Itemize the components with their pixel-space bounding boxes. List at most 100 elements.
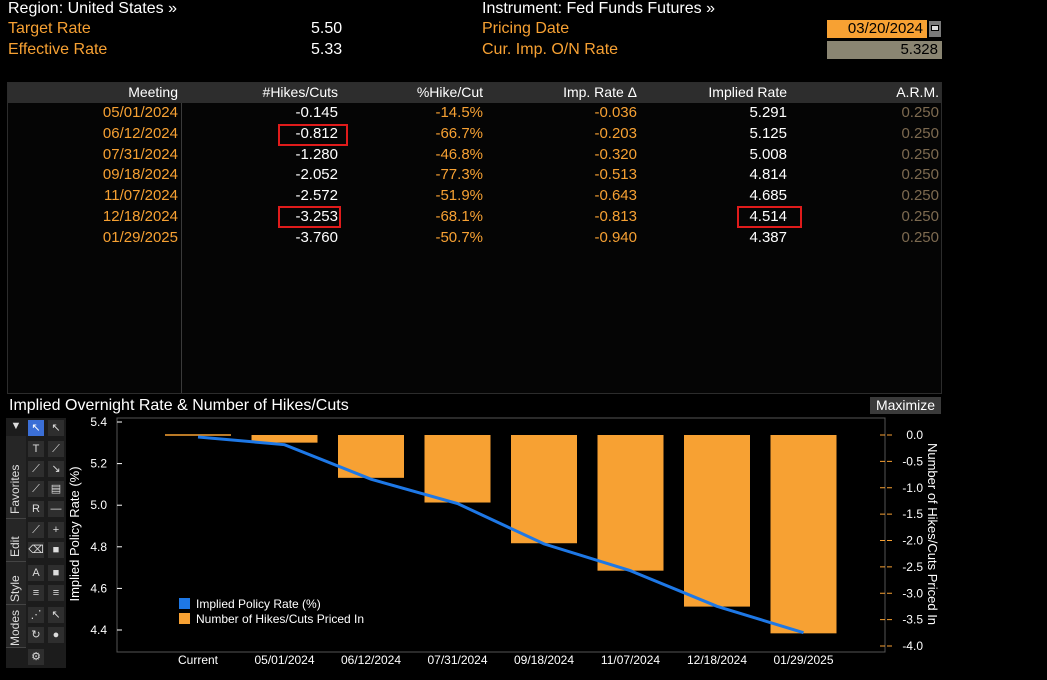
table-cell-implied: 5.125 [749,124,787,142]
bar [424,435,491,503]
table-cell-arm: 0.250 [901,104,939,121]
implied-rate-line [197,435,804,635]
left-tick-label: 4.8 [90,540,107,554]
col-imp-rate-delta[interactable]: Imp. Rate Δ [563,84,637,100]
right-tick-label: -3.5 [902,613,923,627]
table-cell-pct: -77.3% [435,166,483,184]
col-pct-hike-cut[interactable]: %Hike/Cut [416,84,483,100]
x-tick-label: 09/18/2024 [514,653,574,667]
settings-gear-icon[interactable]: ⚙ [28,649,44,665]
legend-swatch-bar [179,613,190,624]
fill-color-icon[interactable]: ■ [48,565,64,581]
table-cell-implied: 4.514 [749,208,787,225]
table-cell-meeting: 06/12/2024 [102,124,178,142]
table-cell-delta: -0.036 [594,104,637,121]
table-cell-delta: -0.513 [594,166,637,184]
line-width-icon[interactable]: ≡ [48,585,64,601]
cursor-mode-icon[interactable]: ↖ [48,607,64,623]
draw-icon[interactable]: ⟋ [28,522,44,538]
col-meeting[interactable]: Meeting [128,84,178,100]
pricing-date-label: Pricing Date [482,20,570,37]
bar [597,435,664,571]
ray-tool-icon[interactable]: ⟋ [28,481,44,497]
col-arm[interactable]: A.R.M. [896,84,939,100]
table-cell-pct: -66.7% [435,124,483,142]
tab-modes[interactable]: Modes [6,605,26,648]
table-cell-pct: -50.7% [435,228,483,246]
table-cell-meeting: 05/01/2024 [102,104,178,121]
table-cell-hikes: -0.812 [295,124,338,142]
highlight-box [278,124,348,146]
effective-rate-value: 5.33 [311,41,343,58]
left-tick-label: 4.6 [90,581,107,595]
trash-icon[interactable]: ■ [48,542,64,558]
maximize-button[interactable]: Maximize [870,397,941,414]
draw-mode-icon[interactable]: ⋰ [28,607,44,623]
calendar-icon[interactable] [929,21,941,37]
chart-title: Implied Overnight Rate & Number of Hikes… [9,397,349,414]
tab-edit[interactable]: Edit [6,519,26,562]
table-cell-meeting: 12/18/2024 [102,208,178,225]
x-tick-label: 11/07/2024 [601,653,660,667]
horizontal-line-icon[interactable]: — [48,501,64,517]
right-axis-label: Number of Hikes/Cuts Priced In [925,443,940,625]
tab-favorites[interactable]: Favorites [6,436,26,519]
table-cell-hikes: -2.572 [295,187,338,205]
table-cell-arm: 0.250 [901,145,939,163]
right-tick-label: -2.0 [902,534,923,548]
text-tool-icon[interactable]: T [28,441,44,457]
col-implied-rate[interactable]: Implied Rate [708,84,787,100]
left-tick-label: 5.4 [90,415,107,429]
regression-tool-icon[interactable]: R [28,501,44,517]
table-cell-hikes: -3.760 [295,228,338,246]
line-style-icon[interactable]: ≡ [28,585,44,601]
table-cell-meeting: 11/07/2024 [104,187,178,205]
table-cell-delta: -0.940 [594,228,637,246]
chart-toolbar: ▼ Favorites Edit Style Modes ↖ ↖ T ⟋ ⟋ ↘… [6,418,66,668]
target-rate-value: 5.50 [311,20,343,37]
table-cell-meeting: 07/31/2024 [102,145,178,163]
region-selector[interactable]: Region: United States » [8,0,177,17]
font-style-icon[interactable]: A [28,565,44,581]
crosshair-icon[interactable]: + [48,522,64,538]
x-tick-label: 06/12/2024 [341,653,401,667]
col-hikes-cuts[interactable]: #Hikes/Cuts [262,84,338,100]
pointer-icon[interactable]: ↖ [28,420,44,436]
trend-line-icon[interactable]: ⟋ [28,461,44,477]
select-arrow-icon[interactable]: ↖ [48,420,64,436]
right-tick-label: -3.0 [902,586,923,600]
table-cell-arm: 0.250 [901,187,939,205]
pricing-date-input[interactable]: 03/20/2024 [827,20,927,38]
cur-imp-rate-value: 5.328 [827,41,942,59]
refresh-mode-icon[interactable]: ↻ [28,627,44,643]
table-cell-implied: 4.814 [749,166,787,184]
table-cell-implied: 5.008 [749,145,787,163]
left-tick-label: 4.4 [90,623,107,637]
table-cell-pct: -14.5% [435,104,483,121]
table-cell-meeting: 01/29/2025 [102,228,178,246]
left-tick-label: 5.0 [90,498,107,512]
line-tool-icon[interactable]: ⟋ [48,441,64,457]
left-tick-label: 5.2 [90,457,107,471]
right-tick-label: -2.5 [902,560,923,574]
instrument-selector[interactable]: Instrument: Fed Funds Futures » [482,0,715,17]
eraser-icon[interactable]: ⌫ [28,542,44,558]
target-rate-label: Target Rate [8,20,91,37]
highlight-box [278,206,341,228]
tab-style[interactable]: Style [6,562,26,605]
color-palette-icon[interactable]: ● [48,627,64,643]
highlight-box [737,206,802,228]
legend-label-bar: Number of Hikes/Cuts Priced In [196,612,364,626]
table-cell-hikes: -1.280 [295,145,338,163]
table-cell-implied: 5.291 [749,104,787,121]
right-tick-label: -0.5 [902,454,923,468]
x-tick-label: 12/18/2024 [687,653,747,667]
bar [684,435,750,607]
table-divider [181,103,182,393]
dropdown-arrow-icon[interactable]: ▼ [10,420,22,432]
x-tick-label: 01/29/2025 [773,653,833,667]
table-cell-hikes: -0.145 [295,104,338,121]
channel-tool-icon[interactable]: ▤ [48,481,64,497]
arrow-tool-icon[interactable]: ↘ [48,461,64,477]
